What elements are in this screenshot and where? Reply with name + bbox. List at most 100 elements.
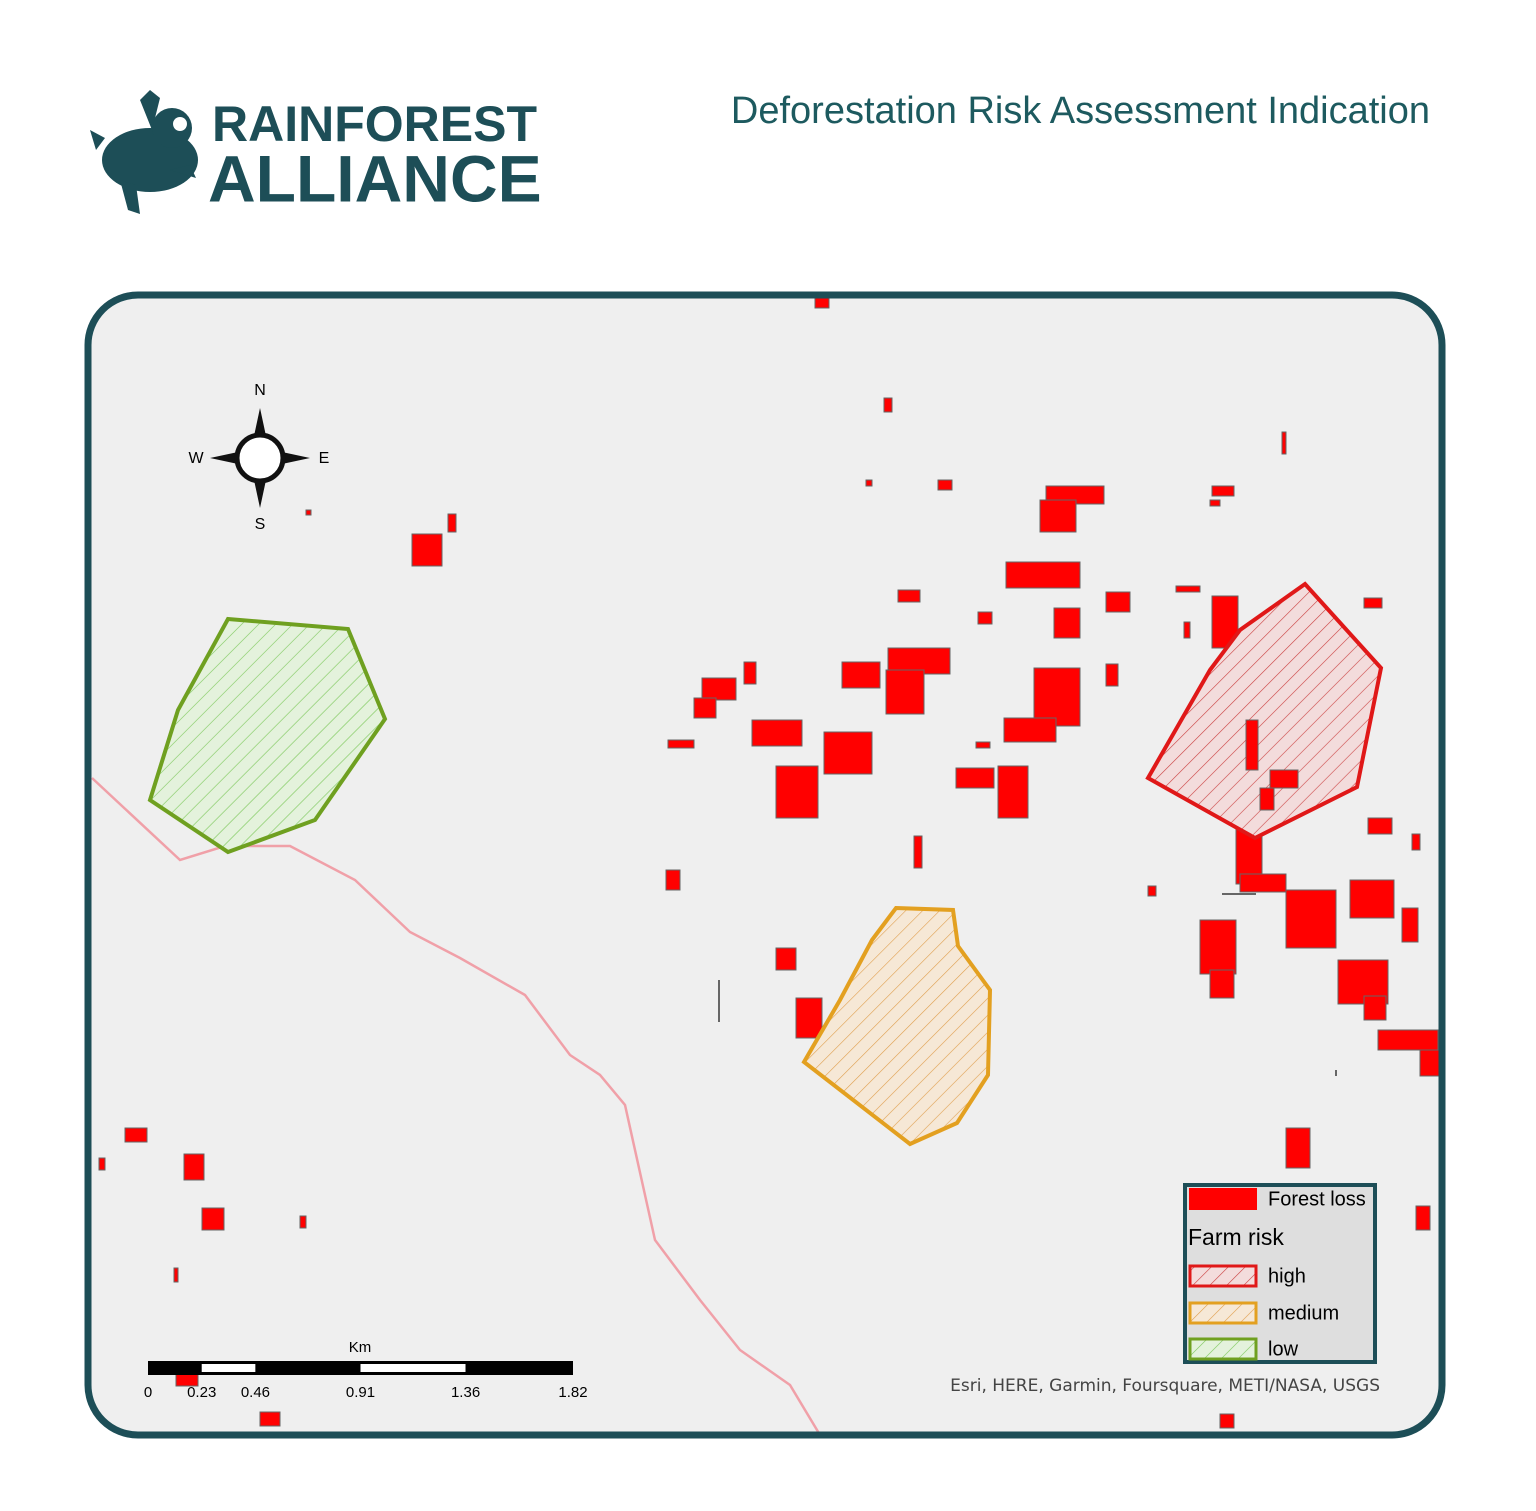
- forest-loss-patch: [865, 479, 873, 487]
- map-background: [88, 295, 1442, 1435]
- forest-loss-patch: [1039, 499, 1077, 533]
- forest-loss-patch: [897, 589, 921, 603]
- farm-low: [147, 616, 388, 855]
- forest-loss-patch: [411, 533, 443, 567]
- scale-bar-segment: [148, 1364, 202, 1372]
- forest-loss-patch: [1285, 889, 1337, 949]
- legend-title: Farm risk: [1188, 1224, 1284, 1250]
- map-line-feature: [718, 893, 1337, 1076]
- forest-loss-patch: [775, 947, 797, 971]
- forest-loss-patch: [201, 1207, 225, 1231]
- forest-loss-patch: [1105, 591, 1131, 613]
- scale-bar-segment: [201, 1364, 256, 1372]
- forest-loss-patch: [743, 661, 757, 685]
- forest-loss-patch: [1183, 621, 1191, 639]
- forest-loss-patch: [183, 1153, 205, 1181]
- scale-bar: Km 0 0.23 0.46 0.91 1.36 1.82: [144, 1339, 588, 1401]
- forest-loss-patch: [1363, 995, 1387, 1021]
- forest-loss-patch: [795, 997, 823, 1039]
- forest-loss-patch: [1211, 485, 1235, 497]
- legend: Forest loss Farm risk high medium low: [1183, 1183, 1377, 1364]
- logo-text: RAINFOREST: [212, 96, 537, 152]
- map-frame: [84, 291, 1446, 1439]
- scale-label: 0.23: [187, 1384, 216, 1401]
- forest-loss-patch: [1411, 833, 1421, 851]
- compass-ring: [234, 432, 286, 484]
- compass-label: S: [255, 516, 266, 533]
- forest-loss-patch: [124, 1127, 148, 1143]
- forest-loss-patch: [913, 835, 923, 869]
- forest-loss-patch: [1239, 873, 1287, 893]
- forest-loss-patch: [299, 1215, 307, 1229]
- forest-loss-patch: [1415, 1205, 1431, 1231]
- forest-loss-patch: [1105, 663, 1119, 687]
- forest-loss-patch: [841, 661, 881, 689]
- forest-loss-patch: [937, 479, 953, 491]
- forest-loss-patch: [1033, 667, 1081, 727]
- forest-loss-patch: [447, 513, 457, 533]
- legend-label: medium: [1268, 1302, 1339, 1324]
- forest-loss-patch: [1285, 1127, 1311, 1169]
- map: [91, 298, 1439, 1432]
- legend-swatch: [1188, 1264, 1258, 1288]
- scale-bar-segment: [255, 1364, 361, 1372]
- forest-loss-patch: [977, 611, 993, 625]
- forest-loss-patch: [1401, 907, 1419, 943]
- scale-label: 1.36: [451, 1384, 480, 1401]
- forest-loss-patch: [1209, 499, 1221, 507]
- forest-loss-patch: [98, 1157, 106, 1171]
- forest-loss-patch: [814, 298, 830, 309]
- forest-loss-patch: [751, 719, 803, 747]
- compass-label: W: [188, 450, 204, 467]
- forest-loss-patch: [173, 1267, 179, 1283]
- forest-loss-patch: [823, 731, 873, 775]
- forest-loss-patch: [1245, 719, 1299, 811]
- forest-loss-patch: [975, 741, 991, 749]
- forest-loss-patch: [997, 765, 1029, 819]
- forest-loss-patch: [1175, 585, 1201, 593]
- forest-loss-patch: [259, 1411, 281, 1427]
- scale-label: 0.46: [241, 1384, 270, 1401]
- forest-loss-patch: [885, 669, 925, 715]
- forest-loss-patch: [305, 509, 312, 516]
- logo: RAINFOREST ALLIANCE: [90, 90, 542, 215]
- road: [91, 777, 822, 1432]
- legend-label: Forest loss: [1268, 1188, 1366, 1210]
- legend-label: low: [1268, 1338, 1299, 1360]
- forest-loss-patch: [667, 739, 695, 749]
- legend-swatch: [1188, 1337, 1258, 1361]
- forest-loss-patch: [1245, 719, 1259, 771]
- logo-frog-eye: [173, 117, 187, 131]
- forest-loss-patch: [1281, 431, 1287, 455]
- forest-loss-patch: [1199, 919, 1237, 975]
- scale-label: 1.82: [558, 1384, 587, 1401]
- forest-loss-patch: [1259, 787, 1275, 811]
- attribution: Esri, HERE, Garmin, Foursquare, METI/NAS…: [950, 1376, 1380, 1396]
- compass-label: N: [254, 382, 266, 399]
- scale-unit: Km: [349, 1339, 372, 1356]
- forest-loss-patch: [1219, 1413, 1235, 1429]
- forest-loss-patch: [1349, 879, 1395, 919]
- forest-loss-patch: [1147, 885, 1157, 897]
- compass-label: E: [319, 450, 330, 467]
- legend-label: high: [1268, 1265, 1306, 1287]
- scale-bar-segment: [360, 1364, 466, 1372]
- forest-loss-patch: [1005, 561, 1081, 589]
- forest-loss-patch: [1363, 597, 1383, 609]
- forest-loss-patch: [775, 765, 819, 819]
- forest-loss-patch: [1269, 769, 1299, 789]
- compass-point: [210, 408, 310, 508]
- logo-frog: [152, 108, 192, 148]
- forest-loss-patch: [1367, 817, 1393, 835]
- forest-loss-patch: [883, 397, 893, 413]
- farm-medium: [801, 905, 993, 1147]
- forest-loss-patch: [1053, 607, 1081, 639]
- page-title: Deforestation Risk Assessment Indication: [731, 90, 1430, 132]
- forest-loss-patch: [1377, 1029, 1439, 1051]
- scale-label: 0.91: [346, 1384, 375, 1401]
- forest-loss-patch: [1419, 1049, 1439, 1077]
- legend-swatch: [1189, 1188, 1257, 1210]
- forest-loss-patch: [1209, 969, 1235, 999]
